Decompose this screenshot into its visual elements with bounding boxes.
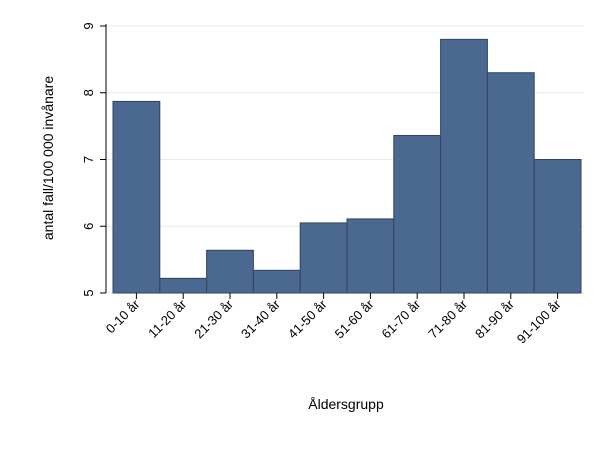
bar [393,134,442,294]
bar [533,159,582,294]
x-ticks: 0-10 år 11-20 år 21-30 år 31-40 år 41-50 år 5… [103,293,564,346]
bar [206,249,254,294]
x-tick-label: 41-50 år [285,296,330,341]
bar [440,38,488,294]
x-tick-label: 71-80 år [425,296,470,341]
x-tick-label: 21-30 år [191,296,236,341]
y-ticks: 5 6 7 8 9 [81,22,106,297]
y-tick-label: 8 [81,89,96,96]
x-tick-label: 51-60 år [332,296,377,341]
bar [159,277,208,294]
x-tick-label: 11-20 år [145,296,190,341]
bars [112,38,582,294]
y-axis-title: antal fall/100 000 invånare [40,76,56,240]
y-tick-label: 6 [81,223,96,230]
bar [112,100,161,294]
x-tick-label: 0-10 år [103,296,143,336]
x-tick-label: 31-40 år [238,296,283,341]
bar [486,72,535,294]
x-tick-label: 81-90 år [472,296,517,341]
bar [252,269,301,294]
x-tick-label: 61-70 år [378,296,423,341]
x-axis-title: Åldersgrupp [308,396,384,412]
y-tick-label: 5 [81,289,96,296]
bar [299,222,348,294]
bar [346,218,395,294]
x-tick-label: 91-100 år [514,296,564,346]
y-tick-label: 9 [81,22,96,29]
y-tick-label: 7 [81,156,96,163]
